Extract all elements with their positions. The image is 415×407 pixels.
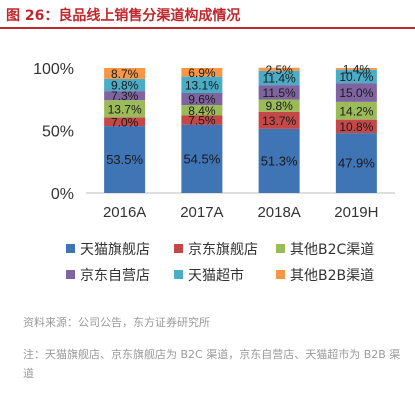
bar-segment (181, 68, 223, 77)
legend-swatch (174, 244, 183, 253)
legend-label: 天猫超市 (188, 268, 244, 284)
bar-segment (181, 76, 223, 93)
data-label: 8.7% (111, 67, 139, 81)
bar-segment (335, 69, 377, 84)
data-label: 7.0% (111, 115, 139, 129)
bar-segment (258, 70, 300, 86)
data-label: 7.3% (111, 89, 139, 103)
legend-swatch (174, 270, 183, 279)
bar-segment (258, 67, 300, 71)
data-label: 53.5% (106, 152, 143, 167)
legend-swatch (276, 244, 285, 253)
footnote: 注：天猫旗舰店、京东旗舰店为 B2C 渠道，京东自营店、天猫超市为 B2B 渠道 (23, 348, 401, 380)
legend-swatch (276, 270, 285, 279)
x-tick-label: 2019H (334, 204, 378, 221)
bar-segment (104, 117, 146, 127)
bar-segment (335, 119, 377, 134)
data-label: 9.8% (265, 99, 293, 113)
title-divider (0, 27, 415, 29)
figure-title: 图 26：良品线上销售分渠道构成情况 (6, 8, 241, 24)
bar-segment (258, 128, 300, 193)
bar-segment (104, 78, 146, 92)
data-label: 13.7% (108, 102, 142, 116)
data-label: 7.5% (188, 114, 216, 128)
y-tick-label: 100% (33, 61, 74, 78)
bar-segment (335, 133, 377, 193)
legend-label: 京东自营店 (80, 268, 150, 284)
data-label: 47.9% (338, 156, 375, 171)
data-label: 11.5% (263, 86, 296, 100)
y-tick-label: 0% (51, 186, 74, 203)
bar-segment (181, 93, 223, 105)
data-label: 10.8% (339, 120, 373, 134)
bar-segment (335, 101, 377, 120)
bar-segment (258, 111, 300, 129)
data-label: 13.1% (185, 78, 219, 92)
data-label: 10.7% (339, 70, 373, 84)
bar-segment (181, 124, 223, 193)
data-label: 9.6% (188, 93, 216, 107)
bar-segment (181, 115, 223, 125)
legend-label: 天猫旗舰店 (80, 242, 150, 258)
bar-segment (104, 100, 146, 118)
data-label: 51.3% (261, 153, 298, 168)
x-tick-label: 2018A (257, 204, 300, 221)
data-label: 11.4% (263, 72, 296, 86)
data-label: 14.2% (339, 104, 373, 118)
source-note: 资料来源：公司公告，东方证券研究所 (23, 316, 210, 329)
bar-segment (258, 99, 300, 112)
data-label: 54.5% (183, 151, 220, 166)
data-label: 6.9% (188, 66, 216, 80)
bar-segment (258, 85, 300, 100)
bar-segment (335, 83, 377, 102)
legend-label: 其他B2B渠道 (290, 268, 375, 284)
bar-segment (104, 126, 146, 193)
bar-segment (104, 68, 146, 79)
stacked-bar-chart: 0%50%100%53.5%7.0%13.7%7.3%9.8%8.7%2016A… (33, 61, 395, 221)
data-label: 15.0% (339, 86, 373, 100)
data-label: 2.5% (265, 63, 293, 77)
data-label: 13.7% (262, 114, 296, 128)
data-label: 1.4% (343, 62, 371, 76)
legend-label: 其他B2C渠道 (290, 242, 375, 258)
legend-swatch (66, 270, 75, 279)
bar-segment (104, 91, 146, 101)
legend-label: 京东旗舰店 (188, 242, 258, 258)
bar-segment (181, 105, 223, 116)
data-label: 8.4% (188, 104, 216, 118)
x-tick-label: 2017A (180, 204, 223, 221)
y-tick-label: 50% (42, 124, 74, 141)
legend-swatch (66, 244, 75, 253)
x-tick-label: 2016A (103, 204, 146, 221)
bar-segment (335, 68, 377, 70)
data-label: 9.8% (111, 79, 139, 93)
